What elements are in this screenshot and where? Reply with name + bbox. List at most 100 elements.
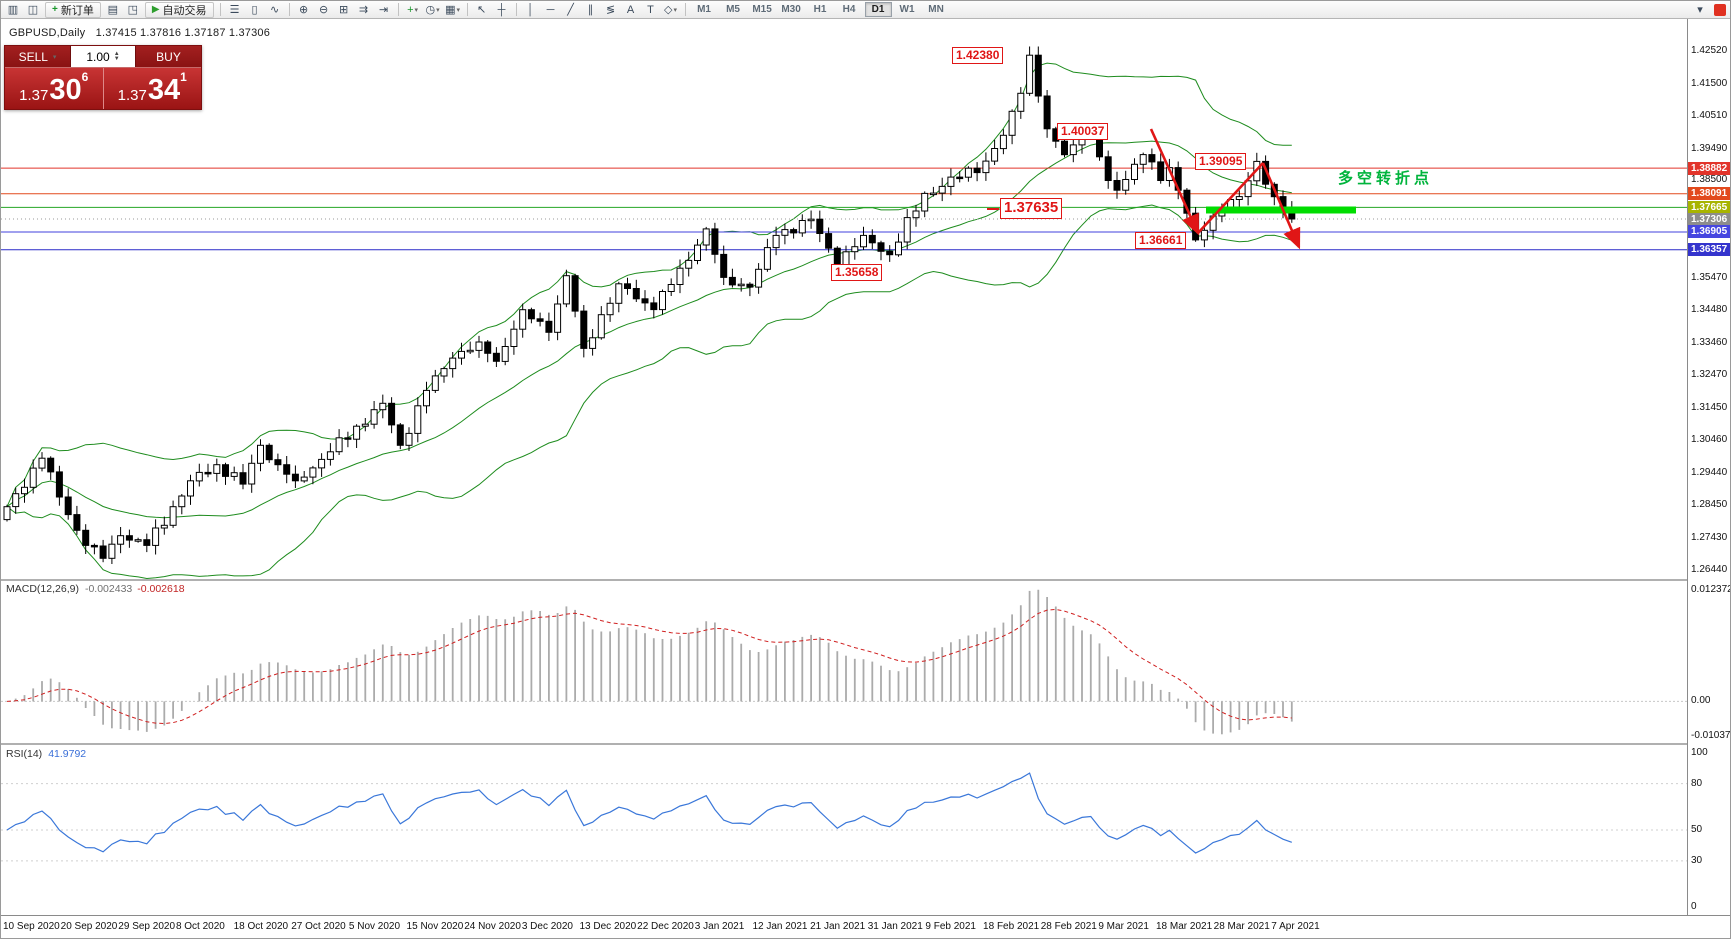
volume-spinner[interactable]: ▲ ▼	[113, 50, 120, 62]
macd-name: MACD(12,26,9)	[6, 583, 79, 595]
horizontal-line-icon[interactable]: ─	[546, 3, 555, 16]
chart-profiles-icon[interactable]: ▤	[107, 4, 119, 16]
trendline-icon[interactable]: ╱	[567, 4, 574, 16]
quote-panel-prices: 1.37 30 6 1.37 34 1	[5, 68, 201, 109]
price-callout[interactable]: 1.39095	[1195, 153, 1247, 171]
arrows-shapes-icon[interactable]: ◇ ▾	[664, 4, 678, 16]
date-tick-label: 28 Mar 2021	[1213, 921, 1270, 932]
timeframe-button-m1[interactable]: M1	[697, 4, 711, 15]
price-level-badge: 1.38091	[1688, 187, 1730, 201]
macd-canvas[interactable]	[1, 581, 1687, 743]
price-tick-label: 1.41500	[1691, 77, 1728, 89]
sell-caret-icon: ▾	[52, 53, 57, 61]
tile-windows-icon[interactable]: ⊞	[338, 4, 349, 16]
rsi-axis-label: 30	[1691, 854, 1703, 866]
price-tick-label: 1.29440	[1691, 467, 1728, 479]
new-chart-icon[interactable]: ▥	[7, 4, 19, 16]
crosshair-icon[interactable]: ┼	[497, 3, 506, 16]
price-callout[interactable]: 1.36661	[1135, 231, 1187, 249]
price-tick-label: 1.26440	[1691, 563, 1728, 575]
templates-icon-caret: ▾	[456, 6, 460, 14]
date-tick-label: 21 Jan 2021	[810, 921, 866, 932]
price-callout[interactable]: 1.35658	[831, 264, 883, 282]
text-icon[interactable]: A	[626, 3, 635, 16]
chart-canvas[interactable]	[1, 19, 1687, 579]
macd-axis-label: 0.00	[1691, 695, 1711, 707]
date-tick-label: 27 Oct 2020	[291, 921, 346, 932]
date-tick-label: 29 Sep 2020	[118, 921, 176, 932]
sell-price[interactable]: 1.37 30 6	[5, 68, 103, 109]
time-axis[interactable]: 10 Sep 2020 20 Sep 2020 29 Sep 2020 8 Oct 2…	[1, 915, 1730, 938]
one-click-trading-panel: SELL ▾ 1.00 ▲ ▼ BUY 1.37 30 6 1.37 34 1	[4, 45, 202, 110]
cursor-icon[interactable]: ↖	[476, 4, 487, 16]
quote-panel-header: SELL ▾ 1.00 ▲ ▼ BUY	[5, 46, 201, 68]
chart-list-icon[interactable]: ◫	[27, 4, 39, 16]
toolbar-separator	[466, 3, 468, 16]
templates-icon[interactable]: ▦ ▾	[445, 4, 460, 16]
date-tick-label: 28 Feb 2021	[1040, 921, 1097, 932]
timeframe-button-m5[interactable]: M5	[726, 4, 740, 15]
price-level-badge: 1.38882	[1688, 161, 1730, 175]
volume-input[interactable]: 1.00 ▲ ▼	[70, 46, 136, 67]
buy-button[interactable]: BUY	[136, 46, 201, 67]
price-level-badge: 1.37306	[1688, 212, 1730, 226]
price-callout[interactable]: 1.40037	[1057, 122, 1109, 140]
chart-shift-icon[interactable]: ⇥	[378, 4, 389, 16]
support-line[interactable]	[1206, 206, 1356, 214]
price-tick-label: 1.30460	[1691, 434, 1728, 446]
timeframe-button-m30[interactable]: M30	[781, 4, 801, 15]
equidistant-channel-icon[interactable]: ∥	[587, 4, 594, 16]
zoom-out-icon[interactable]: ⊖	[318, 4, 329, 16]
price-callout-value: 1.39095	[1195, 153, 1247, 171]
toolbar-overflow-icon[interactable]: ▾	[1697, 4, 1703, 16]
timeframe-button-h4[interactable]: H4	[842, 4, 856, 15]
price-callout-value: 1.37635	[1000, 198, 1063, 220]
buy-price[interactable]: 1.37 34 1	[104, 68, 202, 109]
date-tick-label: 8 Oct 2020	[175, 921, 225, 932]
timeframe-button-mn[interactable]: MN	[928, 4, 944, 15]
timeframe-button-h1[interactable]: H1	[813, 4, 827, 15]
rsi-name: RSI(14)	[6, 748, 43, 760]
chart-text-annotation[interactable]: 多空转折点	[1338, 170, 1434, 187]
zoom-in-icon[interactable]: ⊕	[298, 4, 309, 16]
rsi-canvas[interactable]	[1, 745, 1687, 915]
notifications-icon[interactable]	[1714, 3, 1726, 16]
new-order-button[interactable]: + 新订单	[45, 1, 101, 18]
volume-value: 1.00	[86, 49, 110, 64]
macd-value-signal: -0.002618	[137, 583, 185, 595]
buy-price-base: 1.37	[117, 87, 147, 104]
timeframe-button-d1[interactable]: D1	[864, 2, 892, 17]
indicators-icon[interactable]: + ▾	[407, 3, 419, 16]
price-tick-label: 1.28450	[1691, 499, 1728, 511]
auto-scroll-icon[interactable]: ⇉	[358, 4, 369, 16]
autotrading-button[interactable]: ▶ 自动交易	[144, 1, 214, 18]
panel-splitter[interactable]	[1, 743, 1730, 745]
rsi-axis-label: 80	[1691, 777, 1703, 789]
price-callout[interactable]: 1.42380	[952, 47, 1004, 65]
date-tick-label: 12 Jan 2021	[752, 921, 808, 932]
arrows-shapes-icon-caret: ▾	[673, 6, 678, 14]
bar-chart-mode-icon[interactable]: ☰	[229, 4, 240, 16]
timeframe-button-m15[interactable]: M15	[752, 4, 772, 15]
text-label-icon[interactable]: T	[647, 3, 654, 16]
panel-splitter[interactable]	[1, 579, 1730, 581]
date-tick-label: 5 Nov 2020	[348, 921, 401, 932]
callout-pointer	[987, 207, 999, 210]
periods-icon[interactable]: ◷ ▾	[425, 4, 440, 16]
fibonacci-icon[interactable]: ≶	[605, 4, 616, 16]
vertical-line-icon[interactable]: │	[527, 3, 534, 16]
price-axis[interactable]: 1.42520 1.41500 1.40510 1.39490 1.38500 1.354…	[1688, 19, 1731, 915]
sell-button[interactable]: SELL ▾	[5, 46, 70, 67]
terminal-window-icon[interactable]: ◳	[127, 4, 139, 16]
timeframe-button-w1[interactable]: W1	[899, 4, 915, 15]
line-chart-mode-icon[interactable]: ∿	[269, 4, 280, 16]
trend-arrows[interactable]	[1149, 128, 1301, 250]
macd-axis-label: 0.012372	[1691, 584, 1731, 595]
date-tick-label: 18 Oct 2020	[233, 921, 289, 932]
candlestick-mode-icon[interactable]: ▯	[251, 4, 258, 16]
rsi-axis-label: 50	[1691, 824, 1703, 835]
toolbar-separator	[397, 3, 399, 16]
price-callout[interactable]: 1.37635	[987, 198, 1063, 220]
